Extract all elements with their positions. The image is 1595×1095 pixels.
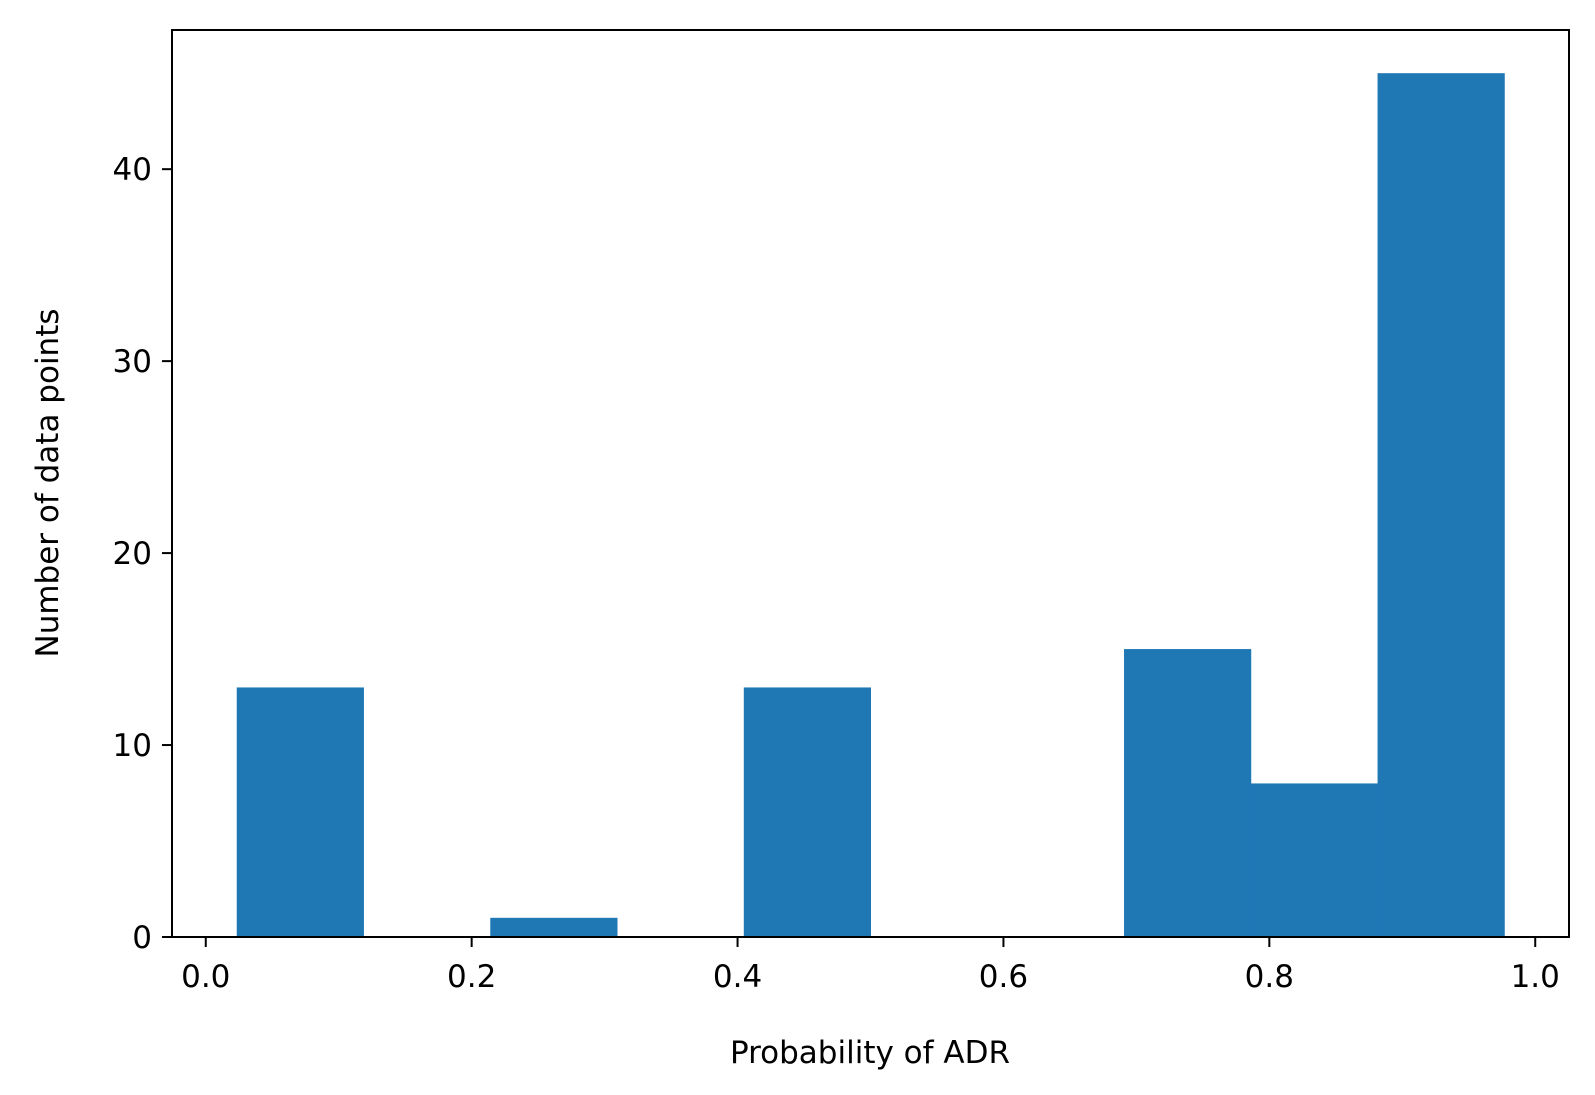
y-axis-ticks: 0 10 20 30 40	[113, 152, 172, 956]
x-tick-label: 0.4	[713, 959, 762, 995]
histogram-bar-7	[1124, 649, 1252, 937]
y-axis-label: Number of data points	[30, 308, 66, 657]
x-axis-label: Probability of ADR	[730, 1035, 1010, 1071]
x-tick-label: 0.6	[979, 959, 1028, 995]
x-axis-ticks: 0.0 0.2 0.4 0.6 0.8 1.0	[181, 937, 1560, 995]
y-tick-label: 40	[113, 152, 152, 188]
y-tick-label: 20	[113, 536, 152, 572]
histogram-bar-0	[236, 687, 364, 937]
x-tick-label: 0.0	[181, 959, 230, 995]
histogram-bar-4	[743, 687, 871, 937]
histogram-bar-8	[1250, 783, 1379, 937]
y-tick-label: 30	[113, 344, 152, 380]
x-tick-label: 0.2	[447, 959, 496, 995]
plot-frame	[171, 29, 1570, 938]
y-tick-label: 0	[132, 920, 152, 956]
y-tick-label: 10	[113, 728, 152, 764]
bars-group	[236, 73, 1505, 937]
histogram-bar-2	[490, 917, 618, 937]
histogram-bar-9	[1377, 73, 1505, 937]
x-tick-label: 0.8	[1245, 959, 1294, 995]
x-tick-label: 1.0	[1511, 959, 1560, 995]
